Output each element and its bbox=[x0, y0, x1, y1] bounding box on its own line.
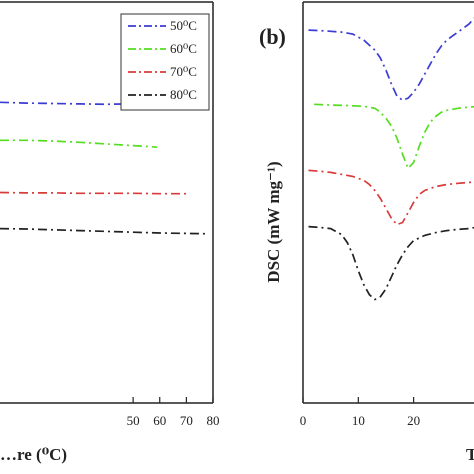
panel-b-series bbox=[308, 17, 474, 301]
panel-b: 0 10 20 (b) DSC (mW mg⁻¹) T bbox=[259, 1, 474, 464]
panel-a-series-line-3 bbox=[0, 191, 187, 195]
panel-a-x-tick-label: 80 bbox=[207, 413, 220, 428]
legend-label: 80⁰C bbox=[170, 87, 197, 102]
panel-a-x-tick-label: 50 bbox=[127, 413, 140, 428]
legend-label: 60⁰C bbox=[170, 41, 197, 56]
panel-b-y-axis-label: DSC (mW mg⁻¹) bbox=[264, 161, 283, 282]
panel-a-x-tick-label: 70 bbox=[180, 413, 193, 428]
legend-box bbox=[120, 13, 210, 111]
panel-b-x-tick-label: 20 bbox=[407, 413, 420, 428]
panel-a-x-tick-label: 60 bbox=[153, 413, 166, 428]
panel-b-series-line-3 bbox=[308, 169, 474, 226]
panel-b-x-tick-label: 0 bbox=[300, 413, 307, 428]
legend-entries: 50⁰C 60⁰C 70⁰C 80⁰C bbox=[128, 18, 197, 102]
panel-a-x-ticks: 50 60 70 80 bbox=[127, 397, 220, 428]
panel-b-series-line-1 bbox=[308, 17, 474, 102]
panel-a: 50 60 70 80 …re (⁰C) 50⁰C 60⁰C 70⁰C 80⁰C bbox=[0, 1, 220, 464]
panel-a-series-line-4 bbox=[0, 227, 208, 235]
panel-a-x-axis-label: …re (⁰C) bbox=[0, 445, 67, 464]
panel-b-x-ticks: 0 10 20 bbox=[300, 397, 420, 428]
panel-b-x-tick-label: 10 bbox=[352, 413, 365, 428]
panel-a-legend: 50⁰C 60⁰C 70⁰C 80⁰C bbox=[120, 13, 210, 111]
legend-label: 70⁰C bbox=[170, 64, 197, 79]
legend-label: 50⁰C bbox=[170, 18, 197, 33]
panel-b-x-axis-label: T bbox=[466, 445, 474, 464]
panel-b-series-line-4 bbox=[308, 225, 474, 301]
panel-b-label: (b) bbox=[259, 24, 286, 49]
